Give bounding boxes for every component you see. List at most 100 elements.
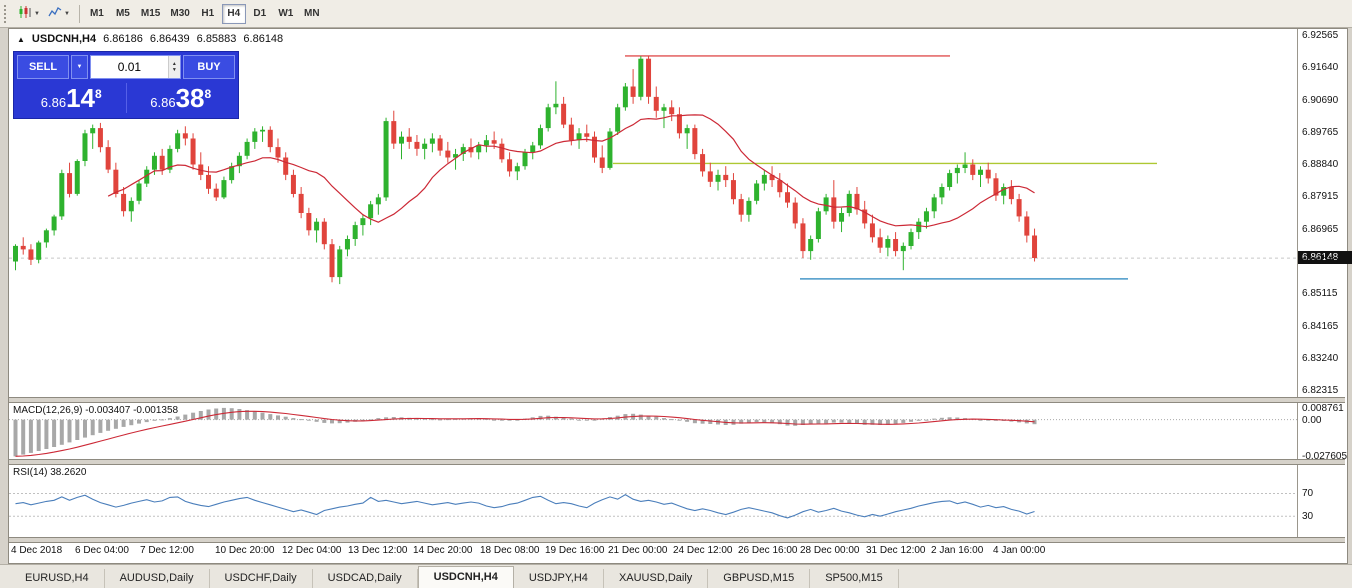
candle-body bbox=[491, 140, 497, 144]
macd-histogram-bar bbox=[160, 419, 165, 421]
macd-histogram-bar bbox=[654, 416, 659, 420]
rsi-panel[interactable] bbox=[9, 465, 1297, 539]
timeframe-button-w1[interactable]: W1 bbox=[274, 4, 298, 24]
candle-body bbox=[159, 155, 165, 170]
macd-histogram-bar bbox=[75, 419, 80, 440]
candle-body bbox=[954, 167, 960, 174]
timeframe-button-d1[interactable]: D1 bbox=[248, 4, 272, 24]
price-axis-divider bbox=[1297, 29, 1298, 540]
timeframe-button-h1[interactable]: H1 bbox=[196, 4, 220, 24]
macd-histogram-bar bbox=[252, 411, 257, 420]
chart-tab-gbpusd[interactable]: GBPUSD,M15 bbox=[708, 569, 811, 588]
macd-axis-label: -0.027605 bbox=[1302, 451, 1348, 463]
macd-histogram-bar bbox=[677, 419, 682, 421]
macd-histogram-bar bbox=[191, 412, 196, 420]
current-price-badge: 6.86148 bbox=[1298, 251, 1352, 265]
price-axis-label: 6.82315 bbox=[1302, 385, 1339, 396]
macd-histogram-bar bbox=[885, 419, 890, 425]
candle-body bbox=[808, 239, 814, 252]
chart-tab-sp500[interactable]: SP500,M15 bbox=[810, 569, 899, 588]
buy-button[interactable]: BUY bbox=[183, 55, 235, 79]
macd-histogram-bar bbox=[507, 419, 512, 421]
timeframe-button-h4[interactable]: H4 bbox=[221, 3, 246, 24]
candle-body bbox=[275, 147, 281, 158]
chart-title: ▲ USDCNH,H4 6.86186 6.86439 6.85883 6.86… bbox=[17, 33, 283, 45]
candle-body bbox=[823, 197, 829, 212]
buy-price[interactable]: 6.86388 bbox=[127, 83, 236, 114]
main-chart-canvas[interactable] bbox=[9, 29, 1297, 397]
volume-spinner[interactable]: ▲ ▼ bbox=[167, 56, 180, 78]
macd-histogram-bar bbox=[754, 419, 759, 423]
candle-body bbox=[923, 211, 929, 222]
macd-histogram-bar bbox=[553, 416, 558, 420]
macd-histogram-bar bbox=[924, 419, 929, 421]
chart-tab-usdchf[interactable]: USDCHF,Daily bbox=[210, 569, 313, 588]
candle-body bbox=[344, 239, 350, 250]
indicators-button[interactable]: ▼ bbox=[44, 3, 74, 25]
chart-type-button[interactable]: ▼ bbox=[14, 3, 44, 25]
timeframe-button-m15[interactable]: M15 bbox=[137, 4, 164, 24]
macd-histogram-bar bbox=[67, 419, 72, 443]
macd-histogram-bar bbox=[59, 419, 64, 445]
time-axis-label: 12 Dec 04:00 bbox=[282, 545, 342, 556]
sell-button[interactable]: SELL bbox=[17, 55, 69, 79]
macd-values: -0.003407 -0.001358 bbox=[85, 405, 179, 416]
candle-body bbox=[638, 58, 644, 97]
macd-histogram-bar bbox=[839, 419, 844, 423]
macd-histogram-bar bbox=[21, 419, 26, 455]
spin-up-icon[interactable]: ▲ bbox=[171, 61, 177, 67]
macd-histogram-bar bbox=[384, 417, 389, 420]
chart-tab-xauusd[interactable]: XAUUSD,Daily bbox=[604, 569, 709, 588]
chart-tab-audusd[interactable]: AUDUSD,Daily bbox=[105, 569, 210, 588]
candle-body bbox=[507, 159, 513, 172]
candle-body bbox=[460, 147, 466, 154]
macd-histogram-bar bbox=[83, 419, 87, 438]
price-axis-label: 6.88840 bbox=[1302, 158, 1339, 170]
price-axis-label: 6.89765 bbox=[1302, 126, 1339, 138]
chart-tab-eurusd[interactable]: EURUSD,H4 bbox=[10, 569, 105, 588]
candle-body bbox=[1024, 216, 1030, 236]
volume-dropdown-button[interactable]: ▼ bbox=[71, 55, 88, 79]
timeframe-button-group: M1 M5 M15 M30 H1 H4 D1 W1 MN bbox=[85, 3, 324, 24]
timeframe-button-m1[interactable]: M1 bbox=[85, 4, 109, 24]
candle-body bbox=[244, 141, 250, 156]
panel-splitter[interactable] bbox=[9, 459, 1345, 465]
time-axis-label: 10 Dec 20:00 bbox=[215, 545, 275, 556]
time-axis[interactable]: 4 Dec 2018 6 Dec 04:00 7 Dec 12:00 10 Dec 2… bbox=[9, 543, 1297, 563]
timeframe-button-m30[interactable]: M30 bbox=[166, 4, 193, 24]
macd-histogram-bar bbox=[376, 418, 381, 420]
macd-histogram-bar bbox=[708, 419, 713, 424]
volume-input[interactable] bbox=[91, 56, 168, 78]
candle-body bbox=[545, 107, 551, 129]
candle-body bbox=[653, 96, 659, 111]
price-axis-label: 6.84165 bbox=[1302, 320, 1339, 332]
timeframe-button-mn[interactable]: MN bbox=[300, 4, 324, 24]
macd-histogram-bar bbox=[499, 419, 504, 421]
candle-body bbox=[190, 138, 196, 165]
toolbar-grip[interactable] bbox=[4, 4, 10, 23]
candle-body bbox=[646, 58, 652, 97]
macd-histogram-bar bbox=[113, 419, 118, 429]
candle-body bbox=[422, 143, 428, 149]
macd-histogram-bar bbox=[862, 419, 867, 425]
candle-body bbox=[213, 188, 219, 198]
sell-price[interactable]: 6.86148 bbox=[17, 83, 126, 114]
candle-body bbox=[900, 245, 906, 252]
spin-down-icon[interactable]: ▼ bbox=[171, 67, 177, 73]
candle-body bbox=[445, 150, 451, 158]
panel-splitter[interactable] bbox=[9, 397, 1345, 403]
time-axis-label: 26 Dec 16:00 bbox=[738, 545, 798, 556]
candle-body bbox=[453, 154, 459, 158]
chart-tab-usdcnh[interactable]: USDCNH,H4 bbox=[417, 566, 514, 588]
timeframe-button-m5[interactable]: M5 bbox=[111, 4, 135, 24]
macd-histogram-bar bbox=[183, 414, 188, 420]
macd-histogram-bar bbox=[770, 419, 775, 424]
chart-tab-usdcad[interactable]: USDCAD,Daily bbox=[313, 569, 418, 588]
chart-tab-usdjpy[interactable]: USDJPY,H4 bbox=[514, 569, 604, 588]
macd-histogram-bar bbox=[916, 419, 921, 421]
macd-panel[interactable] bbox=[9, 403, 1297, 461]
candle-body bbox=[175, 133, 181, 149]
candle-body bbox=[514, 166, 520, 172]
macd-histogram-bar bbox=[245, 410, 250, 420]
macd-histogram-bar bbox=[276, 415, 280, 420]
